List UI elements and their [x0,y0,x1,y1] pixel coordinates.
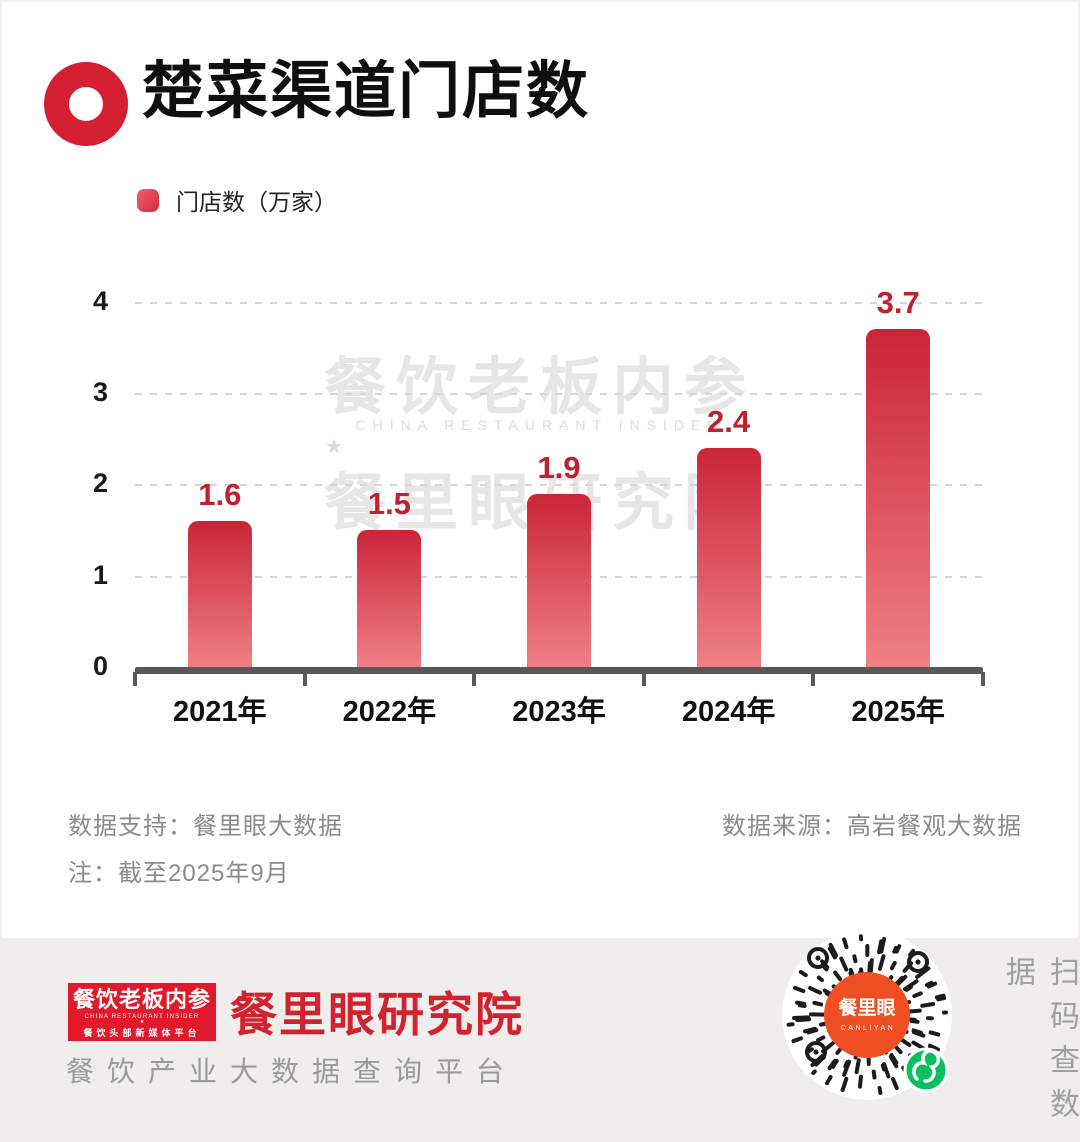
bar-value-2025年: 3.7 [876,285,920,320]
x-label-2022年: 2022年 [342,696,437,728]
bar-2023年 [527,494,591,667]
legend-label: 门店数（万家） [176,189,337,215]
legend-swatch-icon [137,188,159,212]
x-axis-tick [133,672,137,686]
y-tick-label-3: 3 [92,377,108,408]
platform-tagline: 餐饮产业大数据查询平台 [66,1056,518,1087]
bar-2021年 [187,521,252,667]
page-title: 楚菜渠道门店数 [142,57,591,126]
y-tick-label-0: 0 [92,651,108,681]
wechat-miniprogram-icon [903,1047,949,1093]
brand-logo-tagline: 餐饮头部新媒体平台 [83,1028,201,1039]
svg-text:CANLIYAN: CANLIYAN [841,1025,896,1032]
title-ring-icon [44,62,128,146]
brand-logo-box: 餐饮老板内参 CHINA RESTAURANT INSIDER ★ 餐饮头部新媒… [68,983,216,1041]
watermark-brand-cn: 餐饮老板内参 [323,353,756,422]
y-tick-label-4: 4 [92,285,108,316]
x-axis-tick [472,672,477,686]
scan-hint-text: 扫码查数据 [1001,956,1078,1132]
x-label-2021年: 2021年 [173,696,267,728]
x-axis-tick [811,672,816,686]
star-icon: ★ [325,436,343,458]
x-axis-tick [302,672,307,686]
bar-2024年 [696,448,761,667]
legend: 门店数（万家） [137,183,337,217]
gridline-4 [135,301,983,304]
x-axis-tick [641,672,646,686]
footer-band: 餐饮老板内参 CHINA RESTAURANT INSIDER ★ 餐饮头部新媒… [0,930,1080,1142]
bar-value-2021年: 1.6 [198,477,242,512]
brand-logo-title: 餐饮老板内参 [72,987,211,1012]
note-data-source: 数据来源：高岩餐观大数据 [722,813,1022,840]
note-cutoff-date: 注：截至2025年9月 [68,860,290,887]
watermark-brand-en: CHINA RESTAURANT INSIDER [355,417,725,433]
chart-x-axis-line [135,667,983,674]
x-label-2023年: 2023年 [512,696,606,728]
note-data-support: 数据支持：餐里眼大数据 [68,813,343,840]
gridline-3 [135,393,983,396]
x-label-2025年: 2025年 [851,696,945,728]
bar-value-2023年: 1.9 [537,450,581,485]
y-tick-label-2: 2 [92,468,108,499]
x-axis-tick [981,672,985,686]
bar-value-2024年: 2.4 [707,404,751,439]
y-tick-label-1: 1 [92,559,108,590]
qr-code-graphic: 餐里眼 CANLIYAN [782,930,952,1100]
brand-logo-star-icon: ★ [139,1019,145,1026]
watermark-divider: ★ [325,437,755,457]
svg-text:餐里眼: 餐里眼 [838,996,895,1019]
bar-2025年 [866,329,931,667]
qr-code: 餐里眼 CANLIYAN [782,930,952,1100]
bar-2022年 [357,530,422,667]
institute-name: 餐里眼研究院 [230,990,524,1042]
qr-center-badge [824,972,910,1058]
x-label-2024年: 2024年 [681,696,776,728]
qr-eye-icons [805,947,929,1063]
brand-logo-subtitle-en: CHINA RESTAURANT INSIDER [84,1014,200,1021]
gridline-2 [135,484,983,487]
bar-value-2022年: 1.5 [367,486,411,521]
